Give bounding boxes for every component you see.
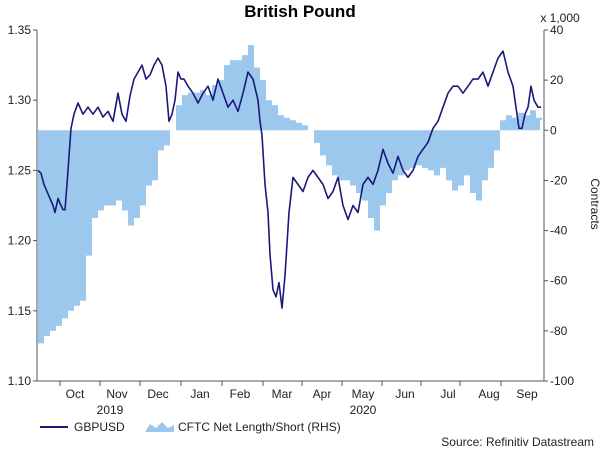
left-tick-label: 1.10 <box>8 374 32 388</box>
multiplier-label: x 1,000 <box>540 11 580 25</box>
month-label: Jul <box>440 387 455 401</box>
year-label: 2019 <box>97 403 124 417</box>
month-label: Nov <box>106 387 127 401</box>
month-label: Mar <box>272 387 293 401</box>
chart-title: British Pound <box>244 2 355 21</box>
left-tick-label: 1.15 <box>8 304 32 318</box>
month-label: Dec <box>147 387 168 401</box>
right-tick-label: -20 <box>550 173 568 187</box>
left-tick-label: 1.30 <box>8 93 32 107</box>
gbpusd-line-layer <box>37 50 541 309</box>
left-tick-label: 1.35 <box>8 23 32 37</box>
right-tick-label: -40 <box>550 224 568 238</box>
legend: GBPUSD CFTC Net Length/Short (RHS) <box>40 420 341 434</box>
month-label: Sep <box>516 387 538 401</box>
axes: 1.35 1.30 1.25 1.20 1.15 1.10 40 20 0 -20 -40 -60 -8… <box>8 23 575 417</box>
month-label: Oct <box>66 387 85 401</box>
source-note: Source: Refinitiv Datastream <box>441 435 594 449</box>
month-label: Feb <box>230 387 251 401</box>
right-axis-label: Contracts <box>588 178 600 229</box>
right-tick-label: 40 <box>550 23 564 37</box>
left-tick-label: 1.20 <box>8 234 32 248</box>
gbpusd-line <box>37 50 541 309</box>
month-label: Apr <box>313 387 332 401</box>
legend-area-swatch <box>145 422 174 432</box>
month-label: Aug <box>478 387 499 401</box>
cftc-area-layer <box>38 45 542 344</box>
right-tick-label: -60 <box>550 274 568 288</box>
right-tick-label: -80 <box>550 324 568 338</box>
month-label: Jun <box>395 387 414 401</box>
legend-cftc-label: CFTC Net Length/Short (RHS) <box>178 420 341 434</box>
right-tick-label: 0 <box>550 123 557 137</box>
right-tick-label: -100 <box>550 374 574 388</box>
plot-area: 1.35 1.30 1.25 1.20 1.15 1.10 40 20 0 -20 -40 -60 -8… <box>8 23 575 417</box>
month-label: May <box>352 387 375 401</box>
month-label: Jan <box>190 387 209 401</box>
right-tick-label: 20 <box>550 73 564 87</box>
cftc-area <box>38 45 542 344</box>
legend-gbpusd-label: GBPUSD <box>74 420 125 434</box>
year-label: 2020 <box>350 403 377 417</box>
left-tick-label: 1.25 <box>8 163 32 177</box>
